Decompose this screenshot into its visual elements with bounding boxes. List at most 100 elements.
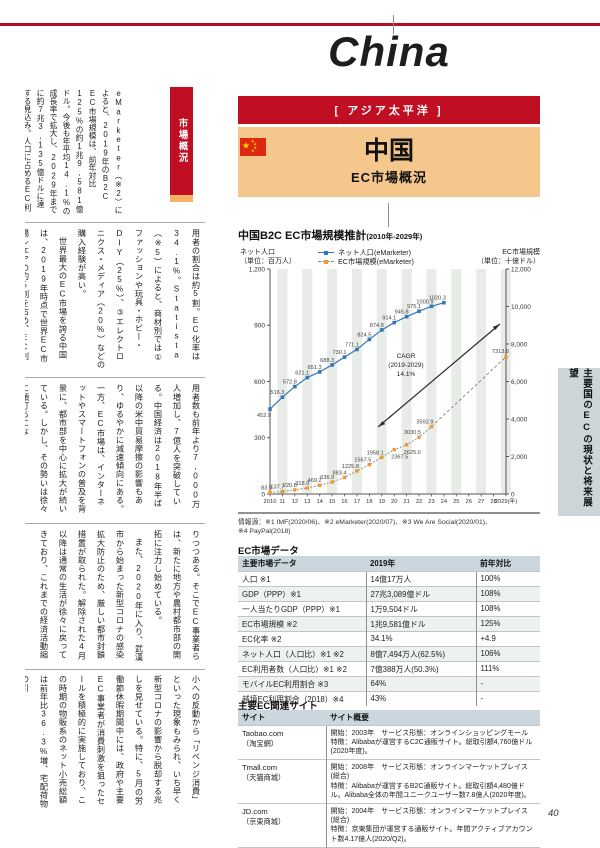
svg-text:28: 28 (490, 499, 496, 505)
left-axis-unit: （単位：百万人） (240, 258, 296, 266)
col-header: サイト概要 (326, 710, 540, 726)
row-yoy: 106% (475, 646, 540, 662)
center-crop-mark (393, 15, 394, 34)
row-yoy: 125% (475, 616, 540, 632)
svg-text:1,200: 1,200 (249, 266, 266, 273)
svg-text:1000.9: 1000.9 (416, 299, 433, 305)
site-cell: Tmall.com （天猫商城） (238, 759, 326, 804)
row-value: 8億7,494万人(62.5%) (365, 646, 476, 662)
svg-text:17: 17 (354, 499, 360, 505)
svg-text:10,000: 10,000 (511, 304, 531, 311)
table-header-row: サイト サイト概要 (238, 710, 540, 726)
section-tab-market-overview: 市場概況 (170, 87, 193, 195)
country-name: 中国 (363, 136, 414, 165)
article-band-4: りつつある。そこでEC事業者らは、新たに地方や農村都市部の開拓に注力し始めている… (25, 530, 205, 662)
site-alias: （淘宝網） (242, 738, 278, 748)
svg-text:19: 19 (379, 499, 385, 505)
table-row: EC利用者数（人口比）※1 ※2 7億388万人(50.3%) 111% (238, 661, 540, 677)
svg-text:137.7: 137.7 (270, 484, 284, 490)
svg-text:83.9: 83.9 (261, 485, 272, 491)
row-value: 64% (365, 676, 476, 692)
svg-text:21: 21 (403, 499, 409, 505)
svg-text:2367.5: 2367.5 (391, 455, 408, 461)
row-yoy: - (475, 691, 540, 706)
svg-text:600: 600 (254, 379, 265, 386)
svg-text:8,000: 8,000 (511, 341, 528, 348)
site-alias: （天猫商城） (242, 773, 286, 783)
row-label: モバイルEC利用割合 ※3 (238, 676, 366, 692)
table-row: 一人当たりGDP（PPP）※1 1万9,504ドル 108% (238, 601, 540, 617)
svg-text:883.4: 883.4 (333, 470, 347, 476)
table-row: ネット人口（人口比）※1 ※2 8億7,494万人(62.5%) 106% (238, 646, 540, 662)
table-row: Taobao.com （淘宝網） 開始：2003年 サービス形態：オンラインショッ… (238, 724, 540, 760)
flag-star-small: ★ (251, 139, 255, 144)
svg-text:11: 11 (279, 499, 285, 505)
svg-text:651.3: 651.3 (308, 365, 322, 371)
svg-text:14.1%: 14.1% (397, 371, 416, 378)
section-tab-accent (170, 195, 193, 202)
svg-text:771.1: 771.1 (345, 342, 359, 348)
article-paragraph: また、2020年に入り、武漢市から始まった新型コロナの感染拡大防止のため、厳しい… (39, 530, 143, 662)
svg-text:914.1: 914.1 (382, 316, 396, 322)
article-paragraph: 用者数も前年より7,000万人増加し、7億人を突破している。中国経済は2018年… (25, 384, 200, 513)
site-desc-line: 特徴：Alibabaが運営するB2C通販サイト。総取引額4,480億ドル。Ali… (330, 782, 531, 800)
legend-marker-blue (318, 250, 334, 255)
svg-text:6,000: 6,000 (511, 379, 528, 386)
table-row: EC市場規模 ※2 1兆9,581億ドル 125% (238, 616, 540, 632)
left-axis-title: ネット人口 （単位：百万人） (240, 248, 296, 266)
row-label: GDP（PPP）※1 (238, 586, 366, 602)
svg-text:18: 18 (366, 499, 372, 505)
market-table-title: EC市場データ (238, 546, 299, 557)
row-label: 越境EC利用割合（2018）※4 (238, 691, 366, 706)
table-row: 人口 ※1 14億17万人 100% (238, 571, 540, 587)
svg-text:3592.9: 3592.9 (416, 420, 433, 426)
row-value: 7億388万人(50.3%) (365, 661, 476, 677)
row-value: 43% (365, 691, 476, 706)
site-name: Tmall.com (242, 762, 278, 772)
svg-text:3030.5: 3030.5 (404, 430, 421, 436)
svg-text:688.3: 688.3 (320, 358, 334, 364)
band-divider (25, 523, 205, 524)
row-value: 27兆3,089億ドル (365, 586, 476, 602)
row-label: EC市場規模 ※2 (238, 616, 366, 632)
site-cell: Taobao.com （淘宝網） (238, 724, 326, 760)
svg-text:1567.5: 1567.5 (354, 458, 371, 464)
row-label: 一人当たりGDP（PPP）※1 (238, 601, 366, 617)
chart-title-text: 中国B2C EC市場規模推計 (238, 230, 367, 242)
svg-text:22: 22 (416, 499, 422, 505)
table-row: GDP（PPP）※1 27兆3,089億ドル 108% (238, 586, 540, 602)
sites-table-title: 主要EC関連サイト (238, 701, 318, 712)
site-desc-line: 開始：2003年 サービス形態：オンラインショッピングモール (330, 729, 529, 737)
side-tab-label: 主要国のECの現状と将来展望 (567, 368, 592, 508)
svg-text:1020.3: 1020.3 (429, 296, 446, 302)
country-subtitle: EC市場概況 (350, 170, 428, 186)
col-header: サイト (238, 710, 326, 726)
svg-text:1958.1: 1958.1 (367, 450, 384, 456)
svg-text:4,000: 4,000 (511, 416, 528, 423)
svg-text:824.5: 824.5 (357, 332, 371, 338)
side-tab: 主要国のECの現状と将来展望 (558, 368, 600, 516)
svg-text:24: 24 (441, 499, 448, 505)
country-banner: 中国 EC市場概況 (238, 127, 540, 197)
row-value: 14億17万人 (365, 571, 476, 587)
row-yoy: +4.9 (475, 631, 540, 647)
row-label: EC化率 ※2 (238, 631, 366, 647)
svg-text:0: 0 (261, 491, 265, 498)
svg-text:(2019-2029): (2019-2029) (388, 362, 423, 369)
svg-text:12,000: 12,000 (511, 266, 531, 273)
svg-text:2010: 2010 (264, 499, 277, 505)
svg-text:12: 12 (292, 499, 298, 505)
svg-text:900: 900 (254, 323, 265, 330)
china-flag-icon: ★ ★ ★ ★ ★ (240, 138, 266, 156)
table-row: 越境EC利用割合（2018）※4 43% - (238, 691, 540, 706)
source-line: 情報源：※1 IMF(2020/06)、※2 eMarketer(2020/07… (238, 519, 492, 526)
svg-text:300: 300 (254, 435, 265, 442)
article-paragraph: 用者の割合は約5割。EC化率は34.1%。Statista（※5）によると、商材… (77, 229, 200, 369)
svg-text:621.1: 621.1 (295, 371, 309, 377)
right-axis-name: EC市場規模 (502, 249, 540, 256)
svg-text:7313.6: 7313.6 (492, 349, 509, 355)
svg-text:27: 27 (478, 499, 484, 505)
svg-text:1225.8: 1225.8 (342, 464, 359, 470)
article-band-2: 用者の割合は約5割。EC化率は34.1%。Statista（※5）によると、商材… (25, 229, 205, 369)
